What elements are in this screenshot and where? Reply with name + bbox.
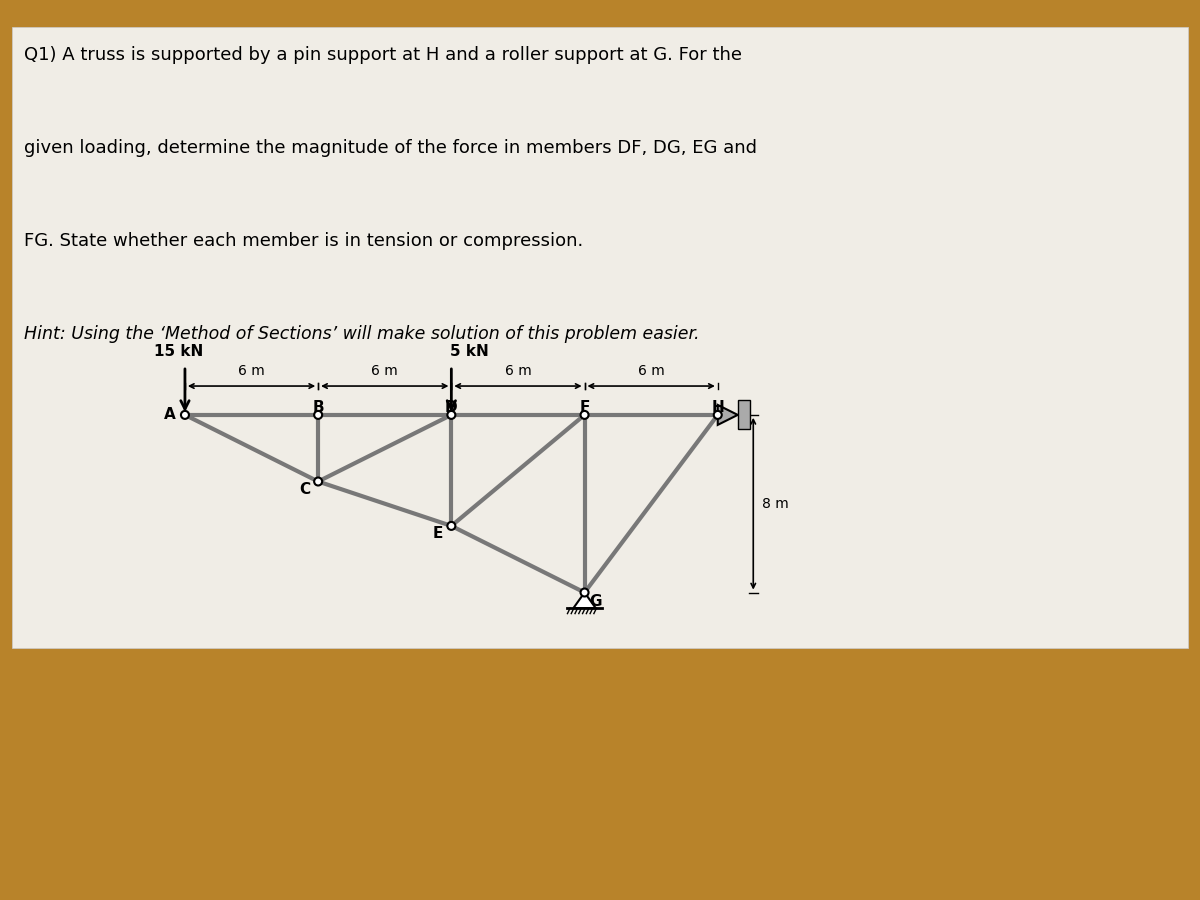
Text: 6 m: 6 m [637, 364, 665, 378]
Text: FG. State whether each member is in tension or compression.: FG. State whether each member is in tens… [24, 232, 583, 250]
Text: 6 m: 6 m [504, 364, 532, 378]
Polygon shape [718, 405, 738, 425]
Circle shape [448, 411, 455, 418]
Bar [738, 400, 750, 429]
Text: Q1) A truss is supported by a pin support at H and a roller support at G. For th: Q1) A truss is supported by a pin suppor… [24, 46, 742, 64]
Circle shape [181, 411, 188, 418]
Circle shape [314, 478, 322, 485]
Circle shape [314, 411, 322, 418]
Text: E: E [433, 526, 443, 541]
Circle shape [581, 411, 588, 418]
Circle shape [714, 411, 721, 418]
Text: 6 m: 6 m [371, 364, 398, 378]
Text: 5 kN: 5 kN [450, 345, 488, 359]
Text: F: F [580, 400, 589, 415]
Text: 6 m: 6 m [238, 364, 265, 378]
Text: 8 m: 8 m [762, 497, 788, 510]
Text: given loading, determine the magnitude of the force in members DF, DG, EG and: given loading, determine the magnitude o… [24, 139, 757, 157]
Text: C: C [299, 482, 311, 497]
Text: Hint: Using the ‘Method of Sections’ will make solution of this problem easier.: Hint: Using the ‘Method of Sections’ wil… [24, 325, 700, 343]
Circle shape [448, 522, 455, 530]
Text: G: G [589, 594, 602, 609]
Circle shape [581, 589, 588, 597]
Polygon shape [574, 592, 595, 608]
Text: B: B [312, 400, 324, 415]
Text: A: A [163, 408, 175, 422]
Text: 15 kN: 15 kN [154, 345, 203, 359]
Text: H: H [712, 400, 724, 415]
Text: D: D [445, 400, 457, 415]
